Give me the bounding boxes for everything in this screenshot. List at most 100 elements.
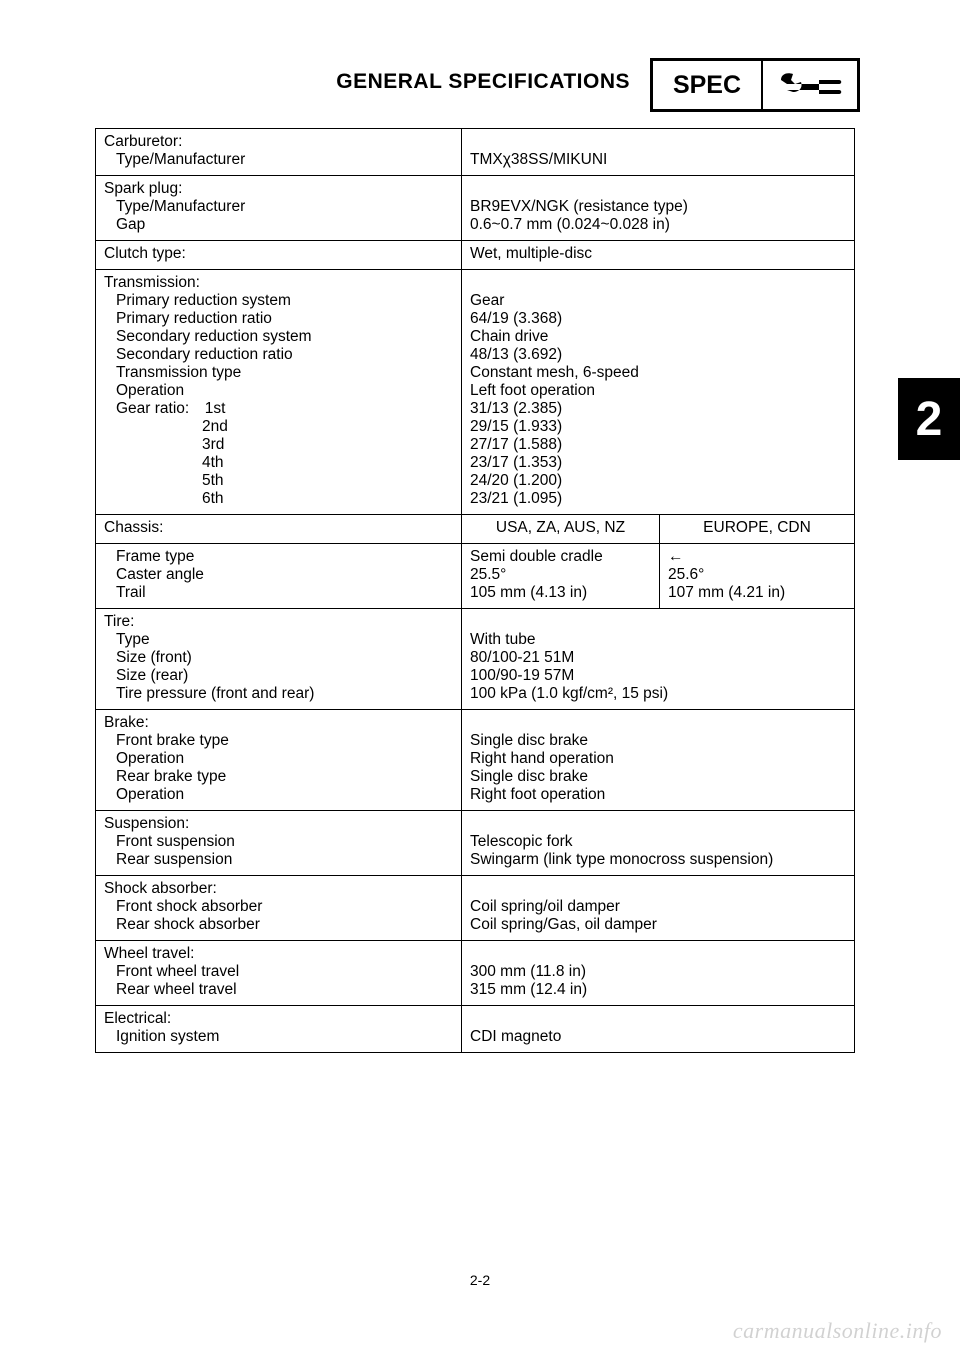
table-value-cell: TMXχ38SS/MIKUNI (462, 129, 854, 175)
table-label-cell: Transmission:Primary reduction systemPri… (96, 270, 462, 514)
section-heading: Brake: (104, 714, 453, 732)
spec-label: Rear brake type (104, 768, 453, 786)
section-heading-value: Wet, multiple-disc (470, 245, 846, 263)
spec-label: Transmission type (104, 364, 453, 382)
spec-value: 25.6° (668, 566, 846, 584)
table-value-cell: BR9EVX/NGK (resistance type)0.6~0.7 mm (… (462, 176, 854, 240)
spec-value: Right hand operation (470, 750, 846, 768)
spec-value: Single disc brake (470, 732, 846, 750)
spec-label: Ignition system (104, 1028, 453, 1046)
spec-value: 64/19 (3.368) (470, 310, 846, 328)
table-label-cell: Carburetor:Type/Manufacturer (96, 129, 462, 175)
spec-label: 3rd (104, 436, 453, 454)
specifications-table: Carburetor:Type/Manufacturer TMXχ38SS/MI… (95, 128, 855, 1053)
spec-label: Trail (104, 584, 453, 602)
chassis-body-row: Frame typeCaster angleTrail Semi double c… (96, 543, 854, 608)
spec-value: Chain drive (470, 328, 846, 346)
section-heading: Suspension: (104, 815, 453, 833)
spec-label: Gap (104, 216, 453, 234)
page-number: 2-2 (0, 1272, 960, 1288)
table-label-cell: Shock absorber:Front shock absorberRear … (96, 876, 462, 940)
table-section: Tire:TypeSize (front)Size (rear)Tire pre… (96, 608, 854, 709)
spec-label: Type/Manufacturer (104, 151, 453, 169)
table-section: Wheel travel:Front wheel travelRear whee… (96, 940, 854, 1005)
spec-value: Coil spring/Gas, oil damper (470, 916, 846, 934)
spec-label: Operation (104, 382, 453, 400)
spec-value: 23/21 (1.095) (470, 490, 846, 508)
table-section: Brake:Front brake typeOperationRear brak… (96, 709, 854, 810)
spec-label: Rear wheel travel (104, 981, 453, 999)
spec-value: 27/17 (1.588) (470, 436, 846, 454)
table-value-cell: Single disc brakeRight hand operationSin… (462, 710, 854, 810)
spec-value: Semi double cradle (470, 548, 651, 566)
section-heading: Spark plug: (104, 180, 453, 198)
spec-label: Type (104, 631, 453, 649)
table-value-cell: Semi double cradle25.5°105 mm (4.13 in) (462, 544, 660, 608)
table-section: Clutch type: Wet, multiple-disc (96, 240, 854, 269)
spec-value: BR9EVX/NGK (resistance type) (470, 198, 846, 216)
spec-value: Telescopic fork (470, 833, 846, 851)
spec-label: Primary reduction system (104, 292, 453, 310)
spec-badge-icon-cell (763, 61, 857, 109)
spec-value: 23/17 (1.353) (470, 454, 846, 472)
spec-label: Size (rear) (104, 667, 453, 685)
section-heading: Tire: (104, 613, 453, 631)
spec-value: 315 mm (12.4 in) (470, 981, 846, 999)
chassis-col-b-header: EUROPE, CDN (660, 515, 854, 543)
table-section: Shock absorber:Front shock absorberRear … (96, 875, 854, 940)
table-section: Suspension:Front suspensionRear suspensi… (96, 810, 854, 875)
spec-label: Front brake type (104, 732, 453, 750)
table-value-cell: Telescopic forkSwingarm (link type monoc… (462, 811, 854, 875)
spec-value: 80/100-21 51M (470, 649, 846, 667)
spec-value: 24/20 (1.200) (470, 472, 846, 490)
section-heading: Clutch type: (104, 245, 453, 263)
spec-label: 5th (104, 472, 453, 490)
chassis-col-a-header: USA, ZA, AUS, NZ (462, 515, 660, 543)
spec-value: Swingarm (link type monocross suspension… (470, 851, 846, 869)
table-section: Carburetor:Type/Manufacturer TMXχ38SS/MI… (96, 129, 854, 175)
spec-label: Front wheel travel (104, 963, 453, 981)
wrench-icon (777, 70, 843, 100)
spec-label: Caster angle (104, 566, 453, 584)
spec-value: Gear (470, 292, 846, 310)
spec-label: Primary reduction ratio (104, 310, 453, 328)
spec-label: Operation (104, 750, 453, 768)
spec-label: Rear shock absorber (104, 916, 453, 934)
table-value-cell: ←25.6°107 mm (4.21 in) (660, 544, 854, 608)
spec-value: CDI magneto (470, 1028, 846, 1046)
spec-value: 107 mm (4.21 in) (668, 584, 846, 602)
table-value-cell: Coil spring/oil damperCoil spring/Gas, o… (462, 876, 854, 940)
page: GENERAL SPECIFICATIONS SPEC 2 Carburetor… (0, 0, 960, 1358)
table-label-cell: Electrical:Ignition system (96, 1006, 462, 1052)
spec-label: Size (front) (104, 649, 453, 667)
section-heading: Transmission: (104, 274, 453, 292)
watermark: carmanualsonline.info (733, 1318, 942, 1344)
spec-label: Frame type (104, 548, 453, 566)
chassis-header-row: Chassis:USA, ZA, AUS, NZEUROPE, CDN (96, 514, 854, 543)
table-value-cell: 300 mm (11.8 in)315 mm (12.4 in) (462, 941, 854, 1005)
spec-label: Secondary reduction ratio (104, 346, 453, 364)
spec-value: 100/90-19 57M (470, 667, 846, 685)
spec-value: 25.5° (470, 566, 651, 584)
spec-value: Left foot operation (470, 382, 846, 400)
section-heading: Carburetor: (104, 133, 453, 151)
spec-value: 300 mm (11.8 in) (470, 963, 846, 981)
spec-value: Right foot operation (470, 786, 846, 804)
section-heading: Shock absorber: (104, 880, 453, 898)
table-value-cell: Gear64/19 (3.368)Chain drive48/13 (3.692… (462, 270, 854, 514)
spec-value: Coil spring/oil damper (470, 898, 846, 916)
spec-label: 4th (104, 454, 453, 472)
spec-value: With tube (470, 631, 846, 649)
spec-value: 105 mm (4.13 in) (470, 584, 651, 602)
spec-label: Front shock absorber (104, 898, 453, 916)
table-label-cell: Brake:Front brake typeOperationRear brak… (96, 710, 462, 810)
section-heading: Chassis: (96, 515, 462, 543)
table-value-cell: CDI magneto (462, 1006, 854, 1052)
table-label-cell: Suspension:Front suspensionRear suspensi… (96, 811, 462, 875)
table-value-cell: With tube80/100-21 51M100/90-19 57M100 k… (462, 609, 854, 709)
table-label-cell: Wheel travel:Front wheel travelRear whee… (96, 941, 462, 1005)
spec-label: 6th (104, 490, 453, 508)
spec-badge: SPEC (650, 58, 860, 112)
spec-label: Rear suspension (104, 851, 453, 869)
chapter-tab: 2 (898, 378, 960, 460)
